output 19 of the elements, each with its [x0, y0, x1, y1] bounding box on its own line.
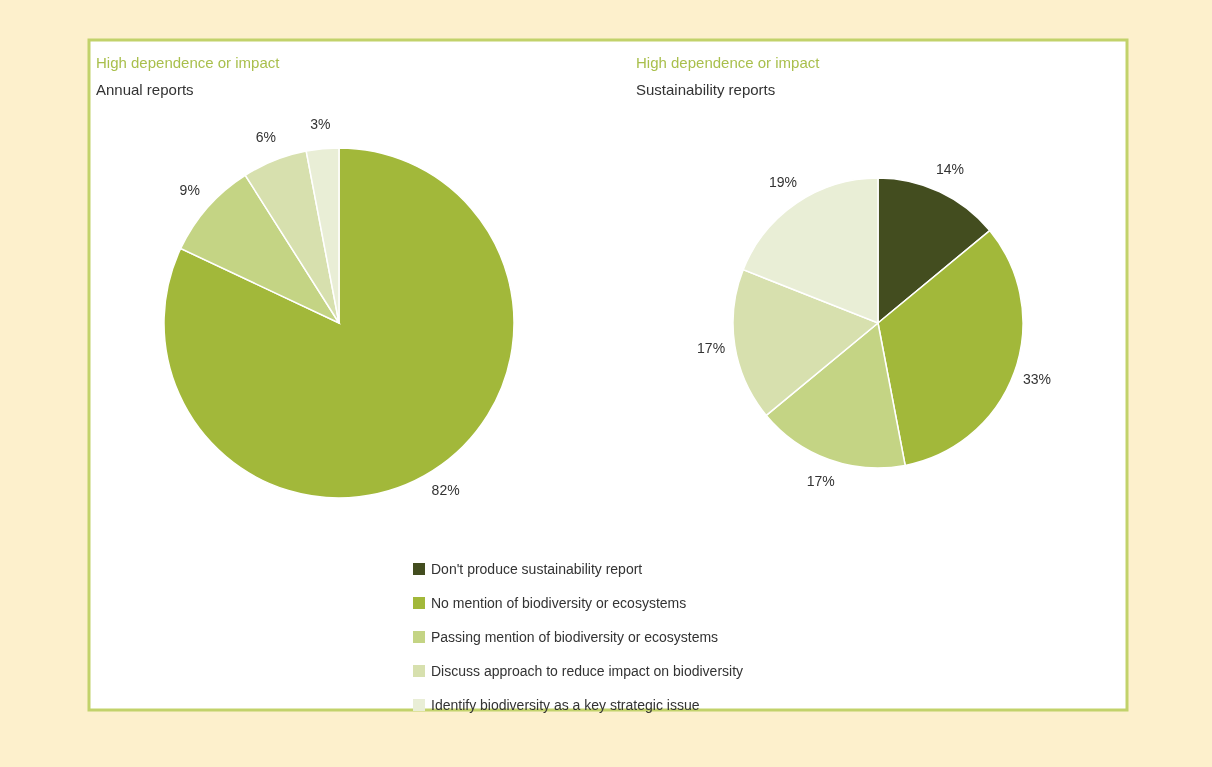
legend-label: Passing mention of biodiversity or ecosystems [431, 629, 719, 645]
data-label: 17% [697, 340, 726, 357]
data-label: 9% [179, 182, 200, 199]
data-label: 33% [1022, 370, 1052, 387]
chart-subtitle: Sustainability reports [636, 81, 776, 98]
pie-slice [163, 147, 515, 499]
data-label: 17% [806, 472, 835, 489]
legend-label: Identify biodiversity as a key strategic issue [431, 697, 700, 713]
legend-label: Don't produce sustainability report [431, 561, 643, 577]
chart-title: High dependence or impact [96, 54, 281, 71]
data-label: 82% [431, 481, 460, 498]
data-label: 19% [768, 173, 798, 190]
chart-subtitle: Annual reports [96, 81, 194, 98]
data-label: 14% [935, 160, 964, 177]
data-label: 6% [255, 128, 276, 145]
legend-label: No mention of biodiversity or ecosystems [431, 595, 687, 611]
legend-label: Discuss approach to reduce impact on biodiversity [431, 663, 744, 679]
chart-title: High dependence or impact [636, 54, 821, 71]
data-label: 3% [310, 115, 331, 132]
